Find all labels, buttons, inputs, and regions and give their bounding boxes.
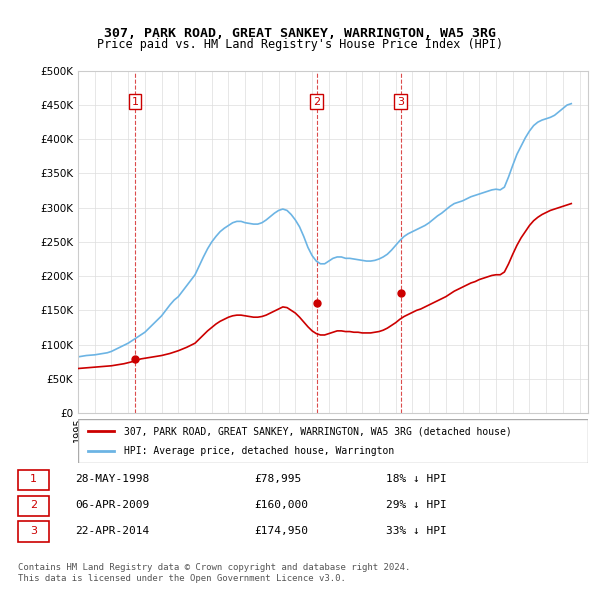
Text: 22-APR-2014: 22-APR-2014: [76, 526, 149, 536]
FancyBboxPatch shape: [78, 419, 588, 463]
Text: Contains HM Land Registry data © Crown copyright and database right 2024.
This d: Contains HM Land Registry data © Crown c…: [18, 563, 410, 583]
Text: 2: 2: [30, 500, 37, 510]
Text: 1: 1: [30, 474, 37, 484]
Text: 28-MAY-1998: 28-MAY-1998: [76, 474, 149, 484]
Text: 3: 3: [30, 526, 37, 536]
FancyBboxPatch shape: [18, 496, 49, 516]
Text: £78,995: £78,995: [254, 474, 301, 484]
Text: 29% ↓ HPI: 29% ↓ HPI: [386, 500, 447, 510]
Text: 307, PARK ROAD, GREAT SANKEY, WARRINGTON, WA5 3RG (detached house): 307, PARK ROAD, GREAT SANKEY, WARRINGTON…: [124, 427, 512, 436]
Text: 2: 2: [313, 97, 320, 107]
Text: £160,000: £160,000: [254, 500, 308, 510]
Text: HPI: Average price, detached house, Warrington: HPI: Average price, detached house, Warr…: [124, 446, 394, 455]
FancyBboxPatch shape: [18, 521, 49, 542]
Text: £174,950: £174,950: [254, 526, 308, 536]
Text: Price paid vs. HM Land Registry's House Price Index (HPI): Price paid vs. HM Land Registry's House …: [97, 38, 503, 51]
Text: 33% ↓ HPI: 33% ↓ HPI: [386, 526, 447, 536]
Text: 18% ↓ HPI: 18% ↓ HPI: [386, 474, 447, 484]
Text: 307, PARK ROAD, GREAT SANKEY, WARRINGTON, WA5 3RG: 307, PARK ROAD, GREAT SANKEY, WARRINGTON…: [104, 27, 496, 40]
Text: 06-APR-2009: 06-APR-2009: [76, 500, 149, 510]
Text: 3: 3: [397, 97, 404, 107]
FancyBboxPatch shape: [18, 470, 49, 490]
Text: 1: 1: [131, 97, 139, 107]
